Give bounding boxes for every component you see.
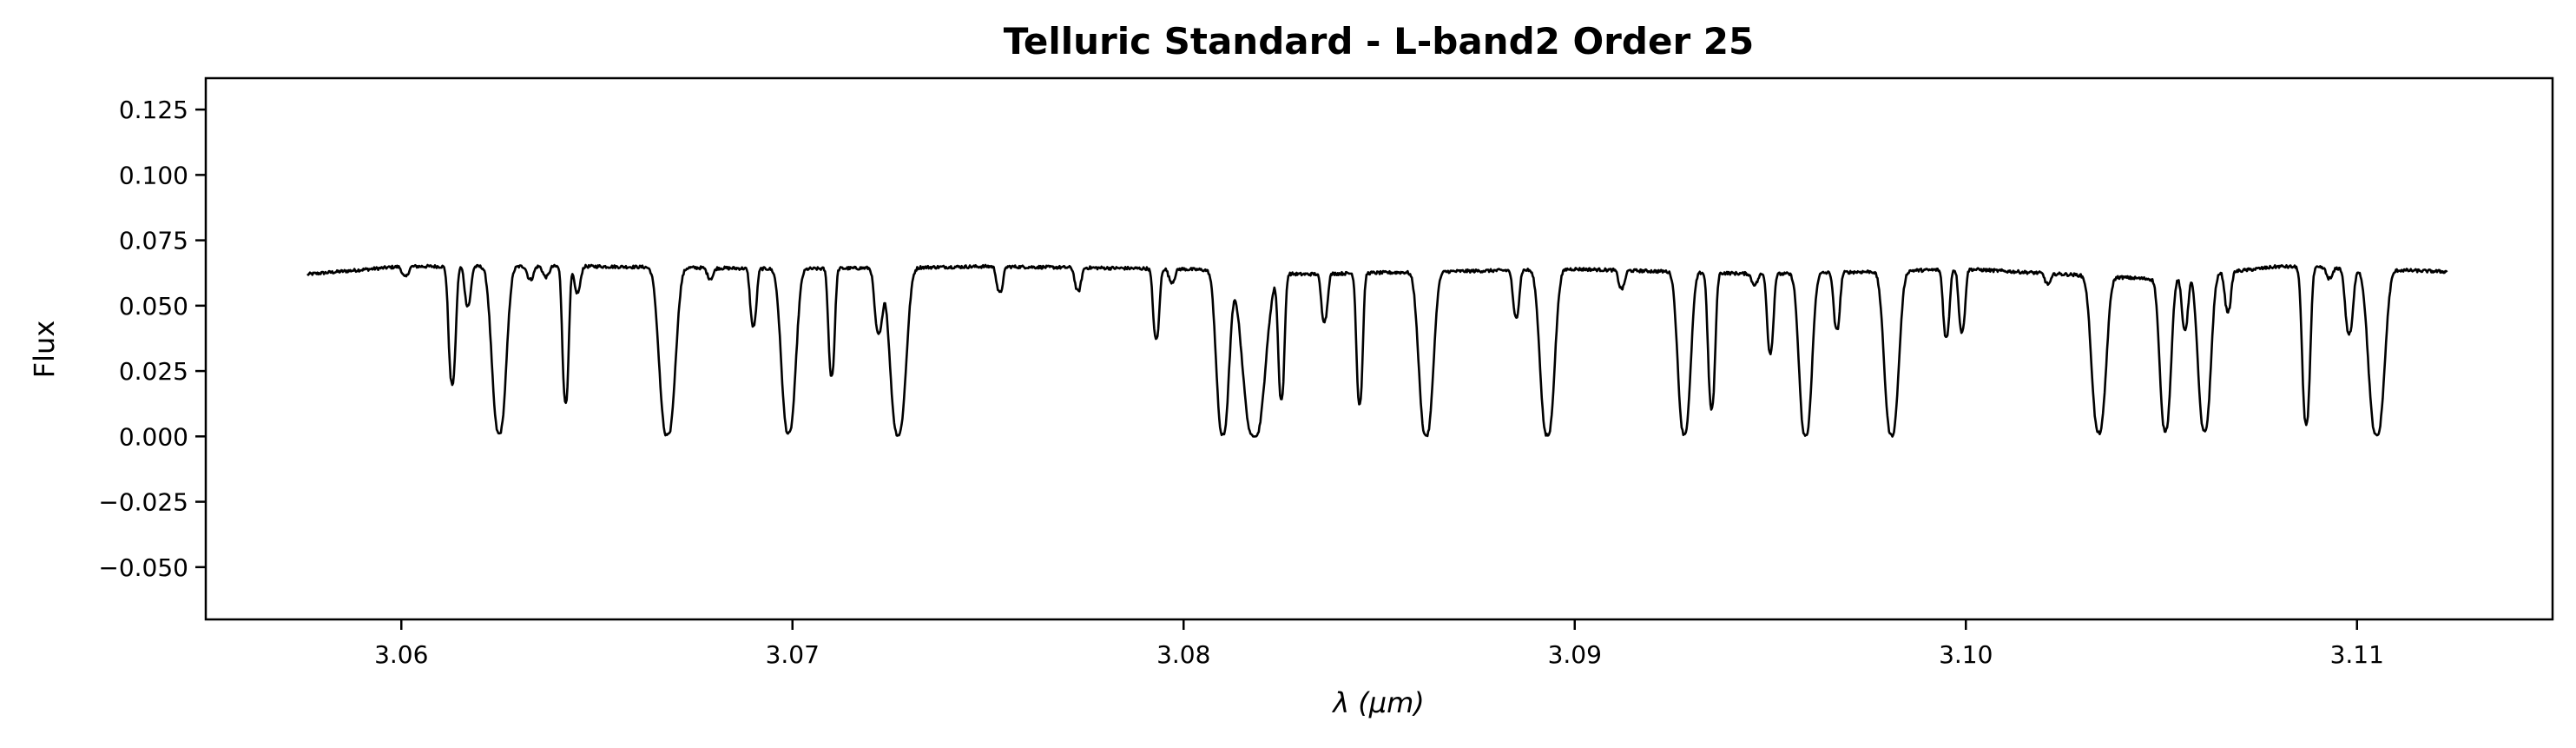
y-tick-label: −0.025 (98, 488, 188, 517)
x-axis-ticks: 3.06 3.07 3.08 3.09 3.10 3.11 (374, 619, 2384, 669)
y-tick-label: −0.050 (98, 553, 188, 582)
x-axis-label: λ (μm) (1331, 686, 1424, 719)
y-tick-label: 0.100 (119, 161, 188, 189)
y-tick-label: 0.075 (119, 227, 188, 255)
y-axis-ticks: −0.050 −0.025 0.000 0.025 0.050 0.075 0.100 0.1… (98, 96, 206, 582)
x-tick-label: 3.08 (1156, 640, 1210, 669)
y-axis-label: Flux (28, 321, 61, 379)
y-tick-label: 0.000 (119, 422, 188, 451)
y-tick-label: 0.050 (119, 292, 188, 321)
x-tick-label: 3.11 (2330, 640, 2384, 669)
x-tick-label: 3.09 (1548, 640, 1602, 669)
chart-title: Telluric Standard - L-band2 Order 25 (1004, 20, 1754, 63)
y-tick-label: 0.125 (119, 96, 188, 124)
x-tick-label: 3.07 (766, 640, 820, 669)
x-tick-label: 3.06 (374, 640, 428, 669)
spectrum-line (306, 263, 2448, 438)
x-axis-label-symbol: λ (1331, 686, 1349, 719)
plot-frame (204, 76, 2554, 621)
y-tick-label: 0.025 (119, 357, 188, 386)
x-axis-label-unit: (μm) (1358, 686, 1425, 719)
x-tick-label: 3.10 (1939, 640, 1993, 669)
